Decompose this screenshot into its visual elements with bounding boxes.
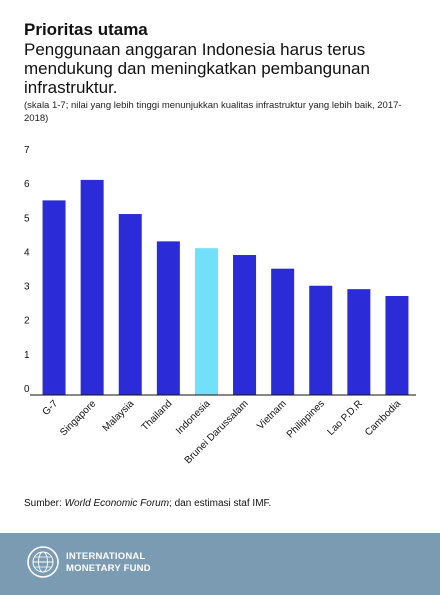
x-category-label: Cambodia [363,398,403,438]
y-tick-label: 3 [24,282,30,293]
imf-seal-icon [27,546,59,578]
x-category-label: Indonesia [174,398,213,437]
source-suffix: ; dan estimasi staf IMF. [169,498,272,509]
x-category-label: Philippines [285,398,327,440]
chart-note: (skala 1-7; nilai yang lebih tinggi menu… [24,100,402,124]
bar [80,179,104,395]
y-tick-label: 4 [24,247,30,258]
x-category-label: Brunei Darussalam [183,398,251,466]
source-prefix: Sumber: [24,498,65,509]
bar [156,241,180,395]
x-category-label: Lao P.D.R [325,398,364,437]
imf-logo-line1: INTERNATIONAL [66,551,146,562]
x-category-label: Singapore [58,398,98,438]
x-category-label: Thailand [140,398,175,433]
bar [347,289,371,395]
chart-title: Prioritas utama [24,20,148,39]
bar [118,214,142,395]
bar [309,285,333,395]
bar [233,255,257,395]
y-tick-label: 1 [24,350,30,361]
y-tick-label: 5 [24,213,30,224]
y-tick-label: 6 [24,179,30,190]
imf-logo-text: INTERNATIONAL MONETARY FUND [66,551,151,575]
imf-footer: INTERNATIONAL MONETARY FUND [0,533,440,595]
chart-subtitle: Penggunaan anggaran Indonesia harus teru… [24,40,370,97]
source-italic: World Economic Forum [64,498,170,509]
x-category-label: Vietnam [255,398,289,432]
y-tick-label: 0 [24,384,30,395]
x-category-label: G-7 [41,398,61,418]
y-tick-label: 2 [24,316,30,327]
source-note: Sumber: World Economic Forum; dan estima… [24,498,271,509]
y-tick-label: 7 [24,145,30,156]
bar [385,295,409,395]
bar [271,268,295,395]
bar [194,248,218,395]
imf-logo-line2: MONETARY FUND [66,563,151,574]
x-category-label: Malaysia [101,398,137,434]
bar [42,200,66,395]
